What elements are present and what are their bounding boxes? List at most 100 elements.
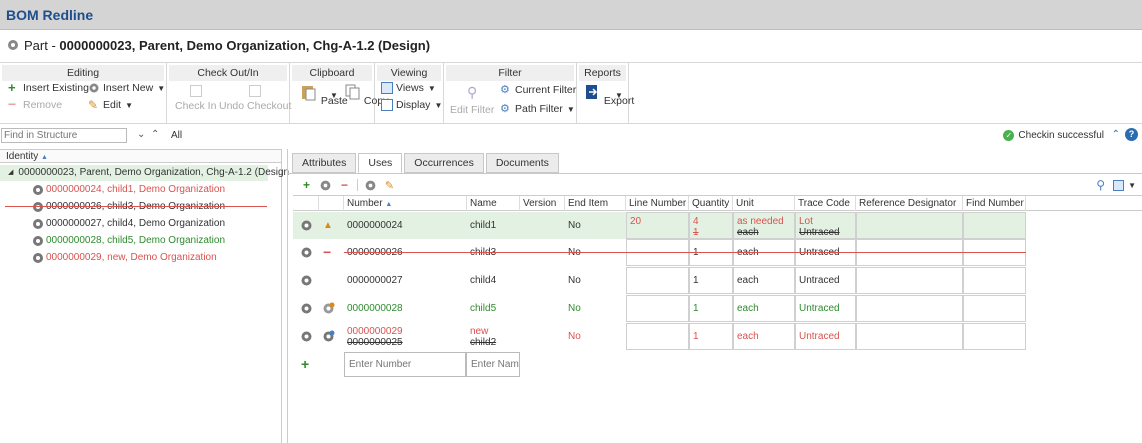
insert-new-gear-icon[interactable] bbox=[319, 179, 332, 192]
table-row[interactable]: 0000000029 0000000025 new child2 No 1 each… bbox=[293, 323, 1026, 350]
edit-filter-button[interactable]: ⚲ Edit Filter bbox=[450, 84, 495, 116]
removed-strike-line bbox=[344, 252, 1026, 253]
views-button[interactable]: Views ▼ bbox=[381, 82, 436, 94]
find-in-structure-input[interactable] bbox=[1, 128, 127, 143]
col-reference-designator[interactable]: Reference Designator bbox=[856, 196, 963, 211]
tree-item[interactable]: 0000000024, child1, Demo Organization bbox=[32, 182, 225, 198]
insert-existing-button[interactable]: + Insert Existing bbox=[8, 80, 89, 95]
table-row[interactable]: 0000000027 child4 No 1 each Untraced bbox=[293, 267, 1026, 294]
col-trace-code[interactable]: Trace Code bbox=[795, 196, 856, 211]
edit-icon[interactable]: ✎ bbox=[384, 179, 395, 192]
all-label[interactable]: All bbox=[171, 130, 183, 141]
edit-filter-icon: ⚲ bbox=[467, 84, 478, 100]
cell-line-number[interactable] bbox=[626, 267, 689, 294]
gear-icon bbox=[33, 219, 43, 229]
col-name[interactable]: Name bbox=[467, 196, 520, 211]
tree-item[interactable]: 0000000027, child4, Demo Organization bbox=[32, 216, 225, 232]
help-icon[interactable]: ? bbox=[1125, 128, 1138, 141]
cell-name: child5 bbox=[470, 303, 497, 314]
enter-name-field[interactable] bbox=[466, 352, 520, 377]
search-icon[interactable]: ⚲ bbox=[1096, 178, 1106, 192]
expand-icon[interactable]: ◢ bbox=[8, 169, 14, 176]
cell-trace-code[interactable]: Untraced bbox=[795, 295, 856, 322]
cell-find-number[interactable] bbox=[963, 295, 1026, 322]
tree-item[interactable]: 0000000028, child5, Demo Organization bbox=[32, 233, 225, 249]
views-icon bbox=[381, 82, 393, 94]
remove-icon[interactable]: − bbox=[340, 178, 348, 192]
chevron-down-icon[interactable]: ▼ bbox=[1128, 180, 1136, 190]
tree-item[interactable]: 0000000026, child3, Demo Organization bbox=[32, 199, 225, 215]
check-in-icon bbox=[189, 85, 202, 97]
cell-line-number[interactable] bbox=[626, 323, 689, 350]
paste-dropdown[interactable]: ▼ bbox=[326, 91, 338, 100]
cell-reference-designator[interactable] bbox=[856, 267, 963, 294]
cell-unit[interactable]: each bbox=[733, 323, 795, 350]
table-row[interactable]: − 0000000026 child3 No 1 each Untraced bbox=[293, 239, 1026, 266]
cell-quantity[interactable]: 1 bbox=[689, 267, 733, 294]
edit-button[interactable]: ✎ Edit ▼ bbox=[88, 98, 134, 112]
cell-line-number[interactable]: 20 bbox=[626, 212, 689, 239]
col-number[interactable]: Number ▲ bbox=[344, 196, 467, 211]
cell-line-number[interactable] bbox=[626, 295, 689, 322]
collapse-icon[interactable]: ⌃ bbox=[1111, 129, 1120, 140]
cell-quantity[interactable]: 1 bbox=[689, 295, 733, 322]
current-filter-button[interactable]: ⚙ Current Filter bbox=[500, 84, 577, 96]
cell-unit[interactable]: each bbox=[733, 295, 795, 322]
pencil-icon: ✎ bbox=[88, 98, 99, 112]
reports-group: Reports Export ▼ bbox=[577, 63, 634, 123]
cell-find-number[interactable] bbox=[963, 323, 1026, 350]
insert-new-button[interactable]: Insert New ▼ bbox=[88, 82, 165, 94]
add-row-icon[interactable]: + bbox=[301, 356, 310, 372]
cell-trace-code[interactable]: Lot Untraced bbox=[795, 212, 856, 239]
check-in-button[interactable]: Check In bbox=[175, 83, 216, 112]
tab-occurrences[interactable]: Occurrences bbox=[404, 153, 484, 173]
col-find-number[interactable]: Find Number bbox=[963, 196, 1026, 211]
col-unit[interactable]: Unit bbox=[733, 196, 795, 211]
col-version[interactable]: Version bbox=[520, 196, 565, 211]
tree-root-node[interactable]: ◢ 0000000023, Parent, Demo Organization,… bbox=[0, 165, 289, 181]
cell-unit[interactable]: as needed each bbox=[733, 212, 795, 239]
path-filter-button[interactable]: ⚙ Path Filter ▼ bbox=[500, 103, 575, 115]
plus-icon: + bbox=[8, 80, 16, 95]
columns-icon[interactable] bbox=[1113, 179, 1125, 191]
cell-quantity[interactable]: 1 bbox=[689, 323, 733, 350]
cell-find-number[interactable] bbox=[963, 212, 1026, 239]
export-icon bbox=[586, 85, 598, 99]
cell-trace-code[interactable]: Untraced bbox=[795, 267, 856, 294]
cell-reference-designator[interactable] bbox=[856, 295, 963, 322]
col-quantity[interactable]: Quantity bbox=[689, 196, 733, 211]
tree-header[interactable]: Identity ▲ bbox=[0, 149, 281, 163]
tab-uses[interactable]: Uses bbox=[358, 153, 403, 173]
export-button[interactable]: Export bbox=[583, 83, 634, 107]
col-line-number[interactable]: Line Number bbox=[626, 196, 689, 211]
cell-reference-designator[interactable] bbox=[856, 212, 963, 239]
tab-attributes[interactable]: Attributes bbox=[292, 153, 357, 173]
tab-documents[interactable]: Documents bbox=[485, 153, 559, 173]
chevron-up-icon[interactable]: ⌃ bbox=[151, 129, 160, 140]
chevron-down-icon[interactable]: ⌄ bbox=[137, 129, 146, 140]
cell-end-item: No bbox=[568, 331, 581, 342]
table-row[interactable]: 0000000028 child5 No 1 each Untraced bbox=[293, 295, 1026, 322]
cell-find-number[interactable] bbox=[963, 267, 1026, 294]
undo-checkout-button[interactable]: Undo Checkout bbox=[219, 83, 291, 112]
display-icon bbox=[381, 99, 393, 111]
part-title-bar: Part - 0000000023, Parent, Demo Organiza… bbox=[0, 30, 1142, 60]
tab-divider bbox=[288, 173, 1142, 174]
add-icon[interactable]: + bbox=[302, 178, 310, 192]
minus-icon: − bbox=[8, 96, 17, 112]
paste-button[interactable]: Paste bbox=[300, 83, 348, 107]
app-title: BOM Redline bbox=[6, 6, 94, 23]
cell-reference-designator[interactable] bbox=[856, 323, 963, 350]
col-end-item[interactable]: End Item bbox=[565, 196, 626, 211]
tree-item[interactable]: 0000000029, new, Demo Organization bbox=[32, 250, 217, 266]
display-button[interactable]: Display ▼ bbox=[381, 99, 442, 111]
export-dropdown[interactable]: ▼ bbox=[611, 91, 623, 100]
cell-unit[interactable]: each bbox=[733, 267, 795, 294]
grid-tools-right: ⚲ ▼ bbox=[1096, 178, 1136, 192]
cell-trace-code[interactable]: Untraced bbox=[795, 323, 856, 350]
enter-number-field[interactable] bbox=[344, 352, 466, 377]
replace-gear-icon[interactable] bbox=[364, 179, 377, 192]
remove-button[interactable]: − Remove bbox=[8, 96, 63, 112]
